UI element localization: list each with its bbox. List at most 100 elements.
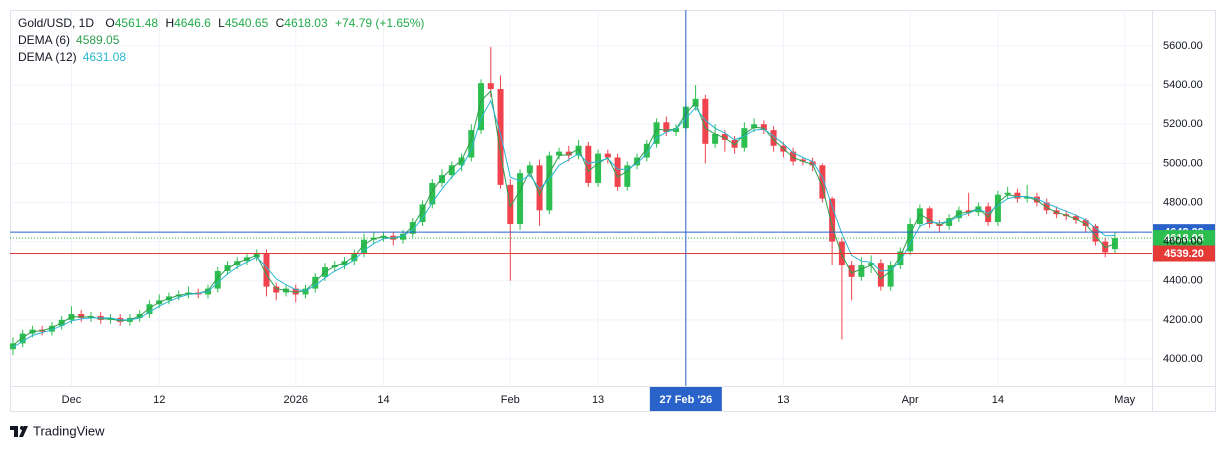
- candle-body: [273, 286, 280, 293]
- candle-body: [19, 333, 26, 344]
- candle-body: [585, 145, 592, 183]
- candle-body: [751, 124, 758, 129]
- candle-body: [965, 210, 972, 213]
- x-tick-label: Feb: [501, 394, 520, 406]
- x-tick-label: 13: [592, 394, 604, 406]
- y-tick-label: 5400.00: [1163, 79, 1203, 91]
- ohlc-label: O: [105, 16, 114, 30]
- legend-name: DEMA (6): [18, 33, 70, 47]
- candle-body: [868, 263, 875, 266]
- candle-body: [643, 143, 650, 158]
- candle-body: [829, 198, 836, 242]
- candle-body: [517, 173, 524, 225]
- legend-entry: DEMA (12) 4631.08: [18, 50, 126, 64]
- candle-body: [312, 276, 319, 289]
- candle-body: [799, 159, 806, 162]
- candle-body: [858, 265, 865, 277]
- candle-body: [1111, 238, 1118, 250]
- candle-body: [916, 208, 923, 225]
- candle-body: [1024, 196, 1031, 199]
- time-tag: [649, 387, 722, 411]
- candle-body: [809, 161, 816, 166]
- y-tick-label: 4800.00: [1163, 196, 1203, 208]
- candle-body: [721, 134, 728, 140]
- candle-body: [673, 128, 680, 133]
- candle-body: [926, 208, 933, 225]
- x-tick-label: 14: [992, 394, 1004, 406]
- y-tick-label: 4400.00: [1163, 275, 1203, 287]
- chart-frame: [10, 10, 1216, 412]
- plot: [9, 46, 1118, 356]
- candle-body: [48, 325, 55, 332]
- legend-value: 4589.05: [76, 33, 120, 47]
- legend-name: DEMA (12): [18, 50, 77, 64]
- time-tag-label: 27 Feb '26: [659, 394, 712, 406]
- price-tag-label: 4618.03: [1164, 233, 1204, 245]
- y-tick-label: 4200.00: [1163, 314, 1203, 326]
- ohlc-label: L: [218, 16, 225, 30]
- candle-body: [985, 206, 992, 223]
- candle-body: [1092, 225, 1099, 242]
- price-tag: [1153, 245, 1215, 262]
- candle-body: [770, 130, 777, 146]
- y-tick-label: 5000.00: [1163, 157, 1203, 169]
- x-tick-label: Dec: [62, 394, 82, 406]
- grid: [10, 10, 1152, 386]
- ohlc-value: 4646.6: [174, 16, 211, 30]
- candle-body: [877, 263, 884, 287]
- candle-body: [556, 151, 563, 156]
- candle-body: [663, 122, 670, 133]
- x-tick-label: 12: [153, 394, 165, 406]
- ohlc-value: 4540.65: [225, 16, 269, 30]
- candle-body: [702, 98, 709, 144]
- candle-body: [468, 130, 475, 158]
- candle-body: [292, 288, 299, 295]
- candle-body: [604, 153, 611, 158]
- logo-icon: [10, 426, 28, 437]
- candle-body: [439, 175, 446, 183]
- candle-body: [614, 157, 621, 187]
- candle-body: [565, 151, 572, 156]
- candle-body: [400, 233, 407, 240]
- candle-body: [448, 165, 455, 176]
- candle-body: [351, 253, 358, 262]
- ohlc-label: C: [276, 16, 285, 30]
- y-tick-label: 4600.00: [1163, 236, 1203, 248]
- x-tick-label: 14: [377, 394, 389, 406]
- candle-body: [897, 251, 904, 266]
- x-tick-label: Apr: [902, 394, 919, 406]
- candle-body: [887, 265, 894, 287]
- candle-body: [955, 210, 962, 219]
- legend-value: 4631.08: [83, 50, 127, 64]
- candle-body: [546, 155, 553, 211]
- x-tick-label: 2026: [284, 394, 308, 406]
- logo-dot: [20, 426, 24, 430]
- ohlc-value: 4618.03: [284, 16, 328, 30]
- brand: TradingView: [33, 423, 105, 438]
- candle-body: [497, 89, 504, 185]
- candle-body: [1033, 196, 1040, 203]
- candle-body: [653, 122, 660, 144]
- candle-body: [429, 182, 436, 205]
- candle-body: [78, 314, 85, 318]
- candle-body: [526, 165, 533, 174]
- change: +74.79 (+1.65%): [335, 16, 424, 30]
- y-tick-label: 5200.00: [1163, 118, 1203, 130]
- candle-body: [536, 165, 543, 211]
- symbol-title: Gold/USD, 1D: [18, 16, 94, 30]
- candle-body: [478, 83, 485, 131]
- x-tick-label: May: [1114, 394, 1135, 406]
- y-tick-label: 4000.00: [1163, 353, 1203, 365]
- candle-body: [819, 165, 826, 199]
- candle-body: [1082, 220, 1089, 226]
- candle-body: [263, 253, 270, 287]
- price-tag: [1153, 230, 1215, 247]
- ohlc-label: H: [165, 16, 174, 30]
- candle-body: [214, 270, 221, 289]
- x-tick-label: 13: [777, 394, 789, 406]
- candle-body: [994, 194, 1001, 223]
- legend-entry: DEMA (6) 4589.05: [18, 33, 120, 47]
- candle-body: [760, 124, 767, 131]
- candle-body: [712, 134, 719, 144]
